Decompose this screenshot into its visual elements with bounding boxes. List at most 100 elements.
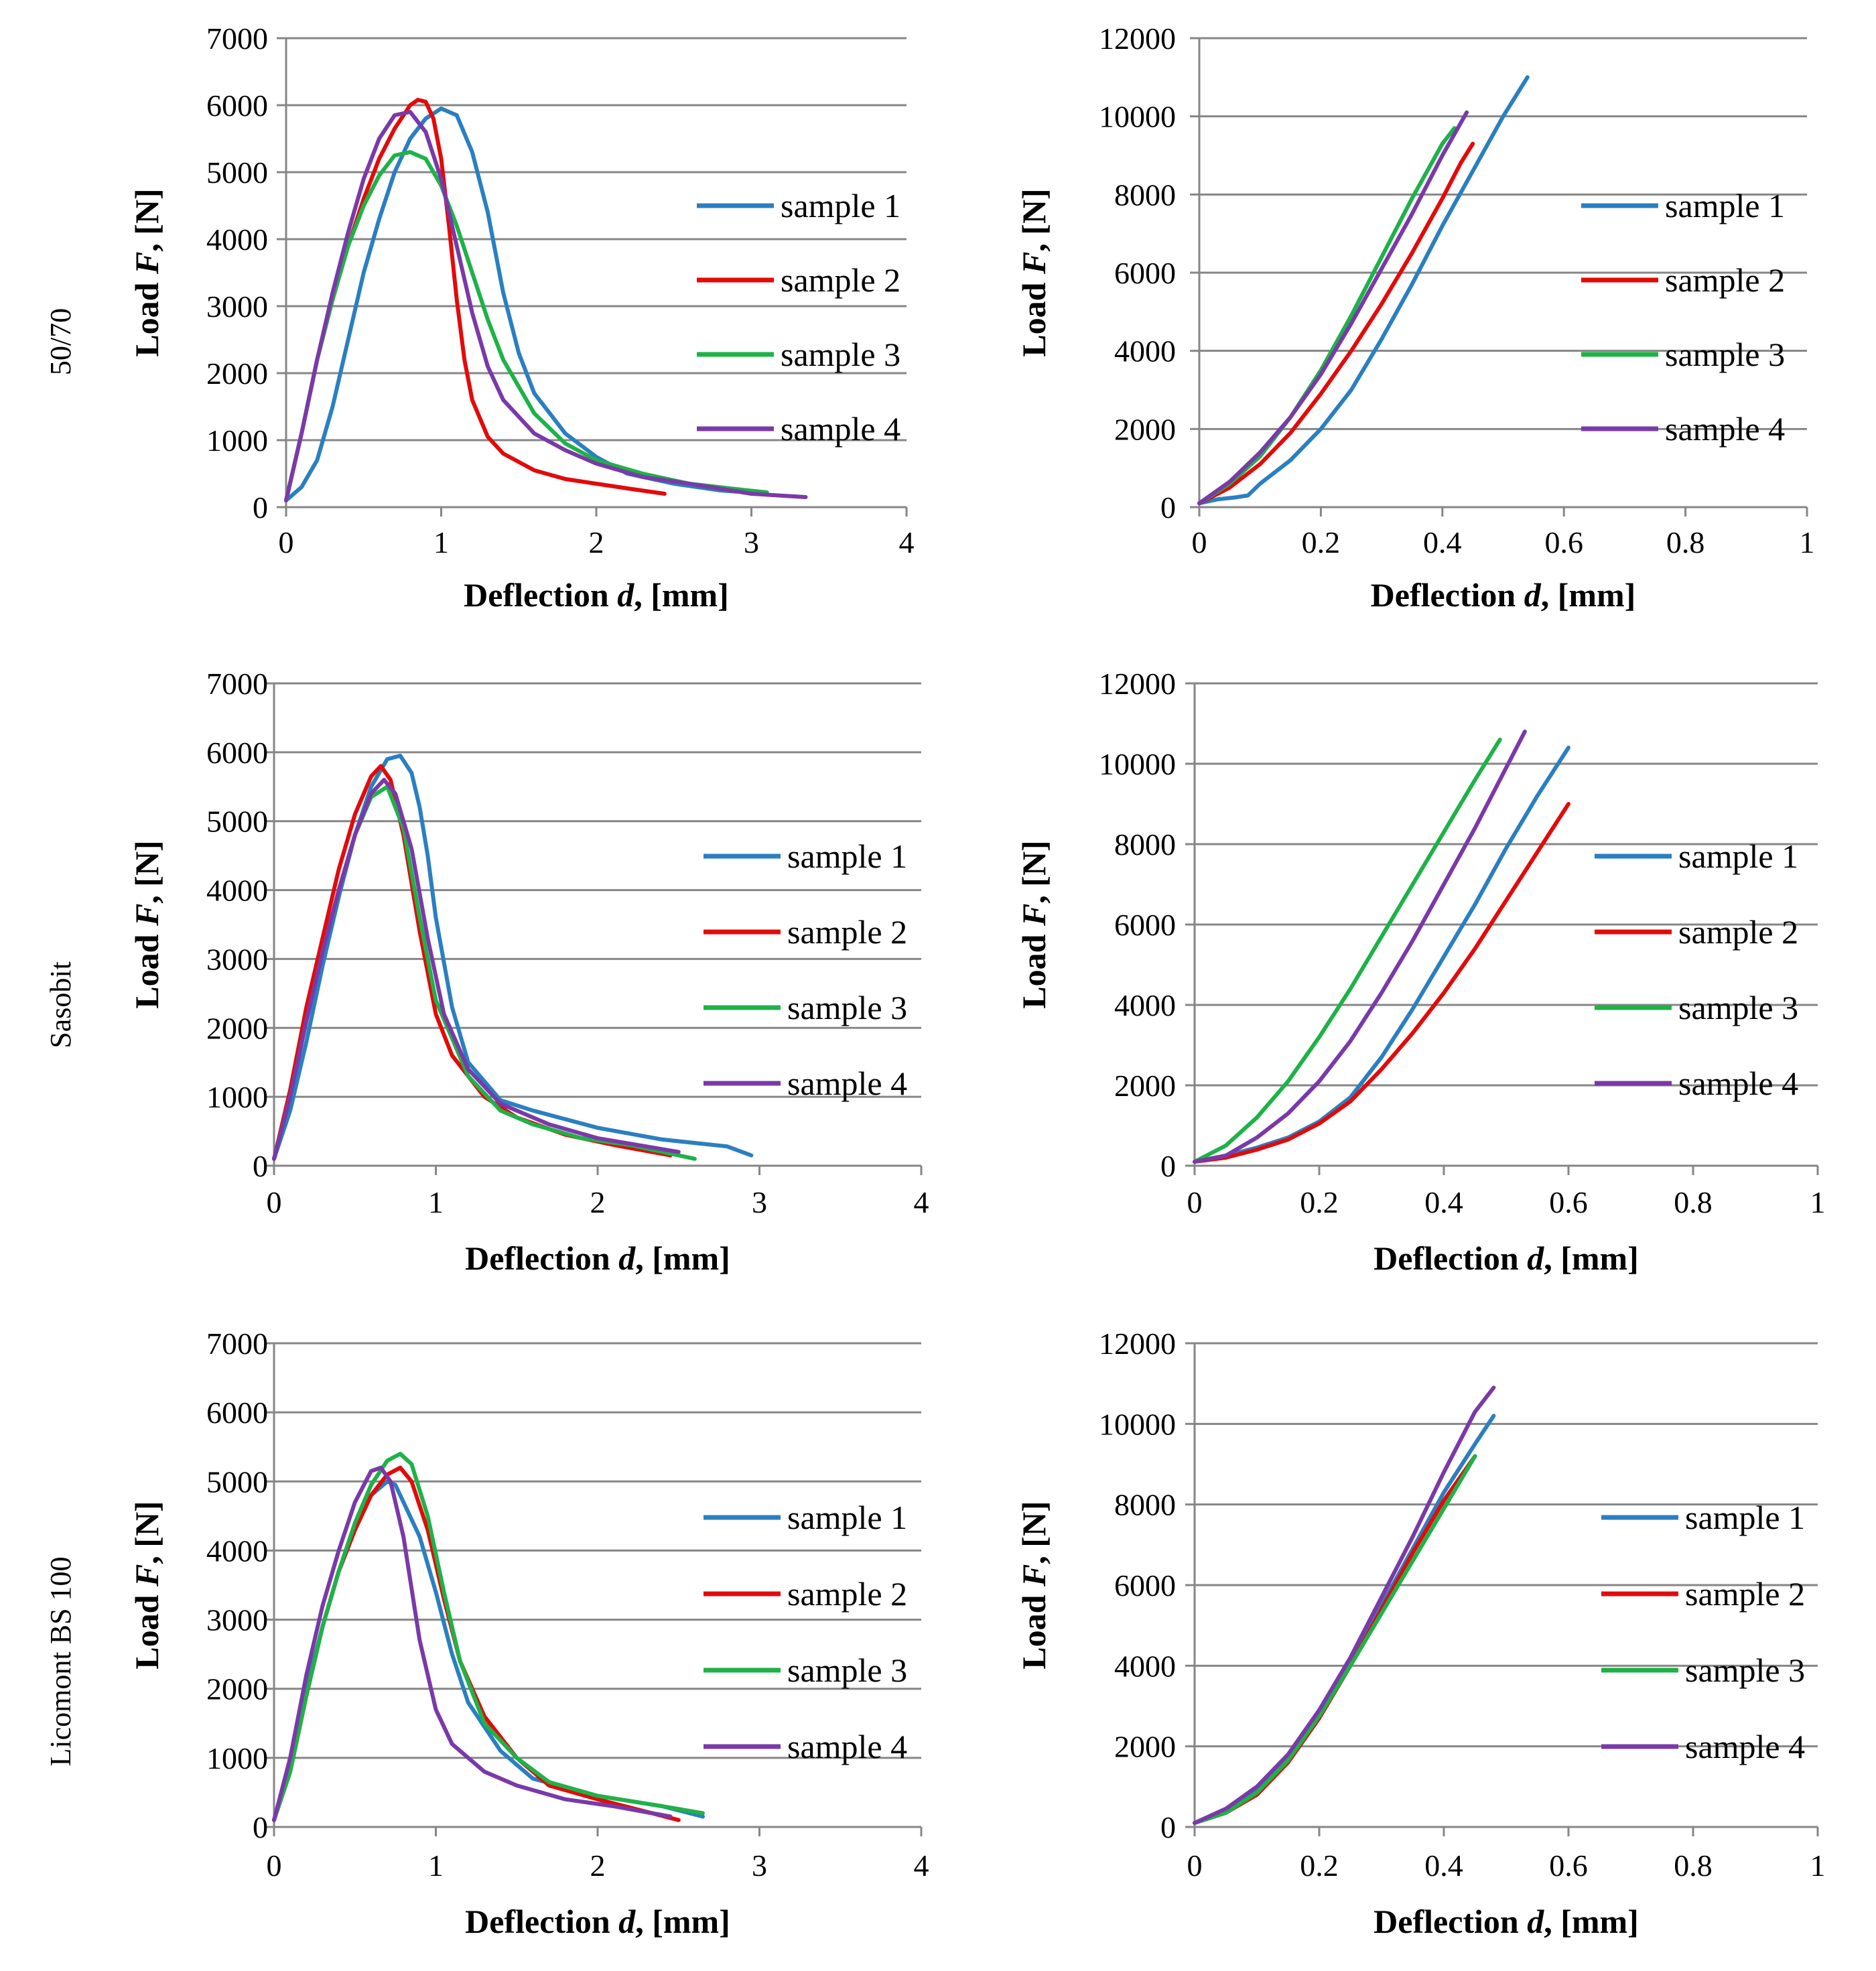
series-line (284, 110, 808, 502)
series-line (272, 764, 673, 1161)
legend-label: sample 4 (787, 1065, 907, 1102)
x-axis-title-part: Deflection (1374, 1903, 1527, 1940)
y-axis-title-part: F (128, 1564, 165, 1587)
y-tick-label: 4000 (206, 222, 268, 257)
x-tick-label: 0.6 (1549, 1848, 1588, 1883)
legend-label: sample 4 (1665, 410, 1785, 448)
y-axis-title-part: , [N] (128, 188, 165, 251)
x-tick-label: 0 (1192, 525, 1207, 559)
x-tick-label: 3 (744, 525, 759, 559)
y-tick-label: 5000 (206, 805, 268, 839)
x-tick-label: 0.2 (1300, 1185, 1339, 1219)
x-axis-title: Deflection d, [mm] (1371, 576, 1636, 614)
legend-label: sample 3 (781, 336, 900, 373)
legend-label: sample 2 (1685, 1575, 1805, 1613)
y-axis-title-part: F (1015, 904, 1053, 927)
x-tick-label: 0 (1187, 1848, 1203, 1883)
y-axis-title-part: , [N] (128, 840, 165, 903)
series-line (1193, 1454, 1477, 1825)
x-tick-label: 0.8 (1666, 525, 1705, 559)
series-line (1193, 1385, 1496, 1825)
x-tick-label: 0.4 (1424, 1185, 1463, 1219)
chart-panel: 0 1000 2000 3000 4000 5000 6000 7000 0 1 2 3 4 Deflec… (128, 667, 929, 1277)
y-axis-title-part: Load (128, 1586, 165, 1670)
x-axis-title-part: d (618, 1903, 636, 1940)
y-axis-title-part: , [N] (1015, 1501, 1053, 1564)
y-tick-label: 0 (253, 1810, 268, 1844)
series-line (272, 1465, 673, 1822)
x-axis-title: Deflection d, [mm] (465, 1239, 730, 1277)
y-tick-label: 10000 (1099, 747, 1176, 781)
y-axis-title: Load F, [N] (128, 1501, 165, 1669)
legend-label: sample 4 (787, 1728, 907, 1765)
y-axis-title-part: F (1015, 1564, 1053, 1587)
y-axis-title-part: , [N] (128, 1501, 165, 1564)
y-tick-label: 7000 (206, 21, 268, 56)
row-label: Licomont BS 100 (44, 1557, 77, 1767)
chart-panel: 0 2000 4000 6000 8000 10000 12000 0 0.2 0.4 0.6 0.8… (1015, 1327, 1826, 1940)
y-tick-label: 6000 (1114, 908, 1176, 942)
series-line (272, 778, 681, 1161)
y-tick-label: 7000 (206, 1327, 268, 1361)
series-line (1197, 75, 1530, 506)
y-tick-label: 8000 (1114, 178, 1176, 212)
legend-label: sample 1 (781, 187, 900, 224)
y-tick-label: 4000 (206, 874, 268, 908)
legend-label: sample 3 (1678, 989, 1798, 1026)
legend-label: sample 1 (787, 1499, 907, 1536)
legend-label: sample 2 (781, 261, 900, 299)
x-axis-title-part: , [mm] (634, 576, 729, 614)
x-axis-title-part: , [mm] (1544, 1903, 1639, 1940)
y-axis-title: Load F, [N] (128, 188, 165, 356)
y-tick-label: 3000 (206, 289, 268, 324)
y-axis-title: Load F, [N] (1015, 840, 1053, 1008)
x-tick-label: 3 (752, 1848, 767, 1883)
y-tick-label: 0 (1160, 1810, 1176, 1844)
y-axis-title-part: Load (128, 926, 165, 1009)
y-tick-label: 0 (253, 490, 268, 525)
x-tick-label: 1 (428, 1848, 444, 1883)
x-axis-title-part: Deflection (1371, 576, 1524, 614)
legend-label: sample 1 (787, 837, 907, 875)
y-tick-label: 2000 (206, 1011, 268, 1045)
legend-label: sample 4 (781, 410, 900, 448)
y-tick-label: 12000 (1099, 21, 1176, 56)
legend-label: sample 3 (787, 989, 907, 1026)
y-axis-title-part: F (128, 904, 165, 927)
y-tick-label: 2000 (206, 356, 268, 391)
series-line (1193, 730, 1527, 1164)
y-tick-label: 1000 (206, 1080, 268, 1114)
legend-label: sample 2 (1678, 913, 1798, 951)
x-tick-label: 1 (1810, 1848, 1826, 1883)
y-tick-label: 8000 (1114, 1488, 1176, 1522)
x-tick-label: 2 (590, 1185, 606, 1219)
y-axis-title: Load F, [N] (1015, 1501, 1053, 1669)
x-axis-title-part: d (618, 1239, 636, 1277)
x-tick-label: 2 (590, 1848, 606, 1883)
row-label: Sasobit (44, 961, 77, 1048)
series-line (272, 1452, 705, 1822)
y-tick-label: 7000 (206, 667, 268, 701)
series-line (1197, 126, 1457, 506)
x-axis-title-part: , [mm] (1541, 576, 1636, 614)
x-axis-title-part: d (1524, 576, 1542, 614)
x-axis-title-part: Deflection (465, 1239, 618, 1277)
x-axis-title-part: d (1527, 1903, 1544, 1940)
x-axis-title-part: , [mm] (1544, 1239, 1639, 1277)
chart-panel: 0 1000 2000 3000 4000 5000 6000 7000 0 1 2 3 4 Deflec… (128, 1327, 929, 1940)
legend-label: sample 4 (1678, 1065, 1798, 1102)
y-tick-label: 5000 (206, 1465, 268, 1499)
x-tick-label: 0.6 (1544, 525, 1583, 559)
x-tick-label: 0 (1187, 1185, 1203, 1219)
x-axis-title-part: d (617, 576, 634, 614)
y-tick-label: 10000 (1099, 1407, 1176, 1441)
legend-label: sample 2 (787, 1575, 907, 1613)
y-axis-title-part: , [N] (1015, 188, 1053, 251)
x-tick-label: 0.4 (1423, 525, 1462, 559)
x-axis-title-part: d (1527, 1239, 1544, 1277)
y-axis-title: Load F, [N] (1015, 188, 1053, 356)
x-tick-label: 1 (1800, 525, 1815, 559)
series-line (1193, 738, 1502, 1164)
series-line (284, 107, 769, 502)
